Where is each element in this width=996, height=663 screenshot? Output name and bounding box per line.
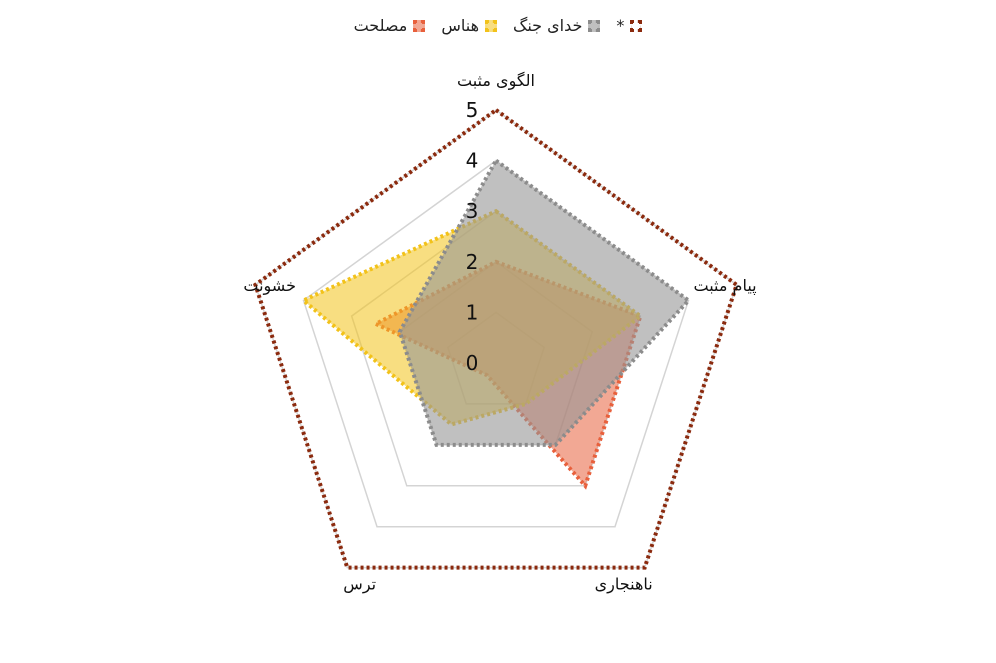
legend: * خدای جنگ هناس مصلحت (0, 16, 996, 35)
tick-labels: 0 1 2 3 4 5 (466, 98, 479, 375)
legend-item: خدای جنگ (513, 16, 601, 35)
legend-label: خدای جنگ (513, 16, 583, 35)
axis-label: خشونت (243, 276, 296, 296)
series-layer (253, 107, 739, 570)
series-3-polygon (253, 107, 739, 570)
legend-item: * (616, 16, 643, 35)
legend-swatch (630, 19, 643, 32)
tick-label: 4 (466, 149, 479, 173)
legend-item: مصلحت (354, 16, 426, 35)
legend-label: * (616, 16, 625, 35)
axis-labels: الگوی مثبت پیام مثبت ناهنجاری ترس خشونت (243, 71, 756, 595)
tick-label: 3 (466, 199, 479, 223)
tick-label: 1 (466, 300, 479, 324)
axis-label: ناهنجاری (595, 575, 653, 595)
tick-label: 0 (466, 351, 479, 375)
axis-label: ترس (343, 575, 376, 595)
tick-label: 2 (466, 250, 479, 274)
legend-label: هناس (441, 16, 480, 35)
legend-swatch (485, 19, 498, 32)
legend-item: هناس (441, 16, 498, 35)
tick-label: 5 (466, 98, 479, 122)
legend-swatch (413, 19, 426, 32)
axis-label: پیام مثبت (694, 276, 757, 296)
axis-label: الگوی مثبت (457, 71, 535, 91)
series-2-polygon (397, 157, 692, 447)
legend-swatch (588, 19, 601, 32)
legend-label: مصلحت (353, 16, 408, 35)
